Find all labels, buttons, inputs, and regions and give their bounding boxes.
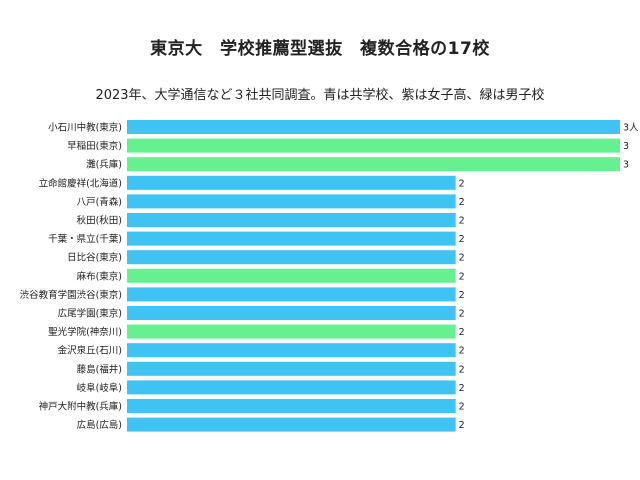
value-label: 3 <box>623 141 629 152</box>
value-label: 2 <box>459 420 465 431</box>
bar <box>127 343 456 358</box>
bar <box>127 250 456 265</box>
value-label: 3 <box>623 160 629 171</box>
category-label: 藤島(福井) <box>77 363 122 375</box>
bar <box>127 287 456 302</box>
category-label: 広尾学園(東京) <box>58 308 122 320</box>
bar <box>127 324 456 339</box>
bar <box>127 380 456 395</box>
bar <box>127 157 620 172</box>
category-label: 立命館慶祥(北海道) <box>39 177 122 189</box>
bar <box>127 175 456 190</box>
bar <box>127 213 456 227</box>
value-label: 2 <box>459 234 465 245</box>
value-label: 2 <box>459 309 465 320</box>
value-label: 2 <box>459 402 465 413</box>
category-label: 麻布(東京) <box>77 270 122 282</box>
category-label: 八戸(青森) <box>77 196 122 208</box>
category-label: 金沢泉丘(石川) <box>58 345 122 357</box>
value-label: 2 <box>459 290 465 301</box>
chart-title: 東京大 学校推薦型選抜 複数合格の17校 <box>150 39 490 59</box>
category-label: 日比谷(東京) <box>67 252 122 264</box>
value-label: 3人 <box>623 123 639 134</box>
value-label: 2 <box>459 253 465 264</box>
value-label: 2 <box>459 216 465 227</box>
category-label: 聖光学院(神奈川) <box>48 326 122 338</box>
chart-subtitle: 2023年、大学通信など３社共同調査。青は共学校、紫は女子高、緑は男子校 <box>95 88 545 103</box>
bar <box>127 306 456 320</box>
bar <box>127 361 456 376</box>
category-label: 秋田(秋田) <box>77 215 122 227</box>
value-label: 2 <box>459 178 465 189</box>
value-label: 2 <box>459 364 465 375</box>
category-label: 早稲田(東京) <box>67 140 122 152</box>
bar <box>127 138 620 153</box>
category-label: 広島(広島) <box>77 419 122 431</box>
category-label: 岐阜(岐阜) <box>77 382 122 394</box>
bar <box>127 268 456 283</box>
category-label: 神戸大附中教(兵庫) <box>39 401 122 413</box>
bar <box>127 417 456 432</box>
category-label: 灘(兵庫) <box>86 159 122 171</box>
category-label: 渋谷教育学園渋谷(東京) <box>20 289 122 301</box>
bar <box>127 120 620 134</box>
bar <box>127 399 456 413</box>
value-label: 2 <box>459 346 465 357</box>
bar <box>127 194 456 209</box>
category-label: 千葉・県立(千葉) <box>48 233 122 245</box>
bar <box>127 231 456 246</box>
value-label: 2 <box>459 327 465 338</box>
value-label: 2 <box>459 271 465 282</box>
category-label: 小石川中教(東京) <box>48 122 122 134</box>
value-label: 2 <box>459 383 465 394</box>
value-label: 2 <box>459 197 465 208</box>
